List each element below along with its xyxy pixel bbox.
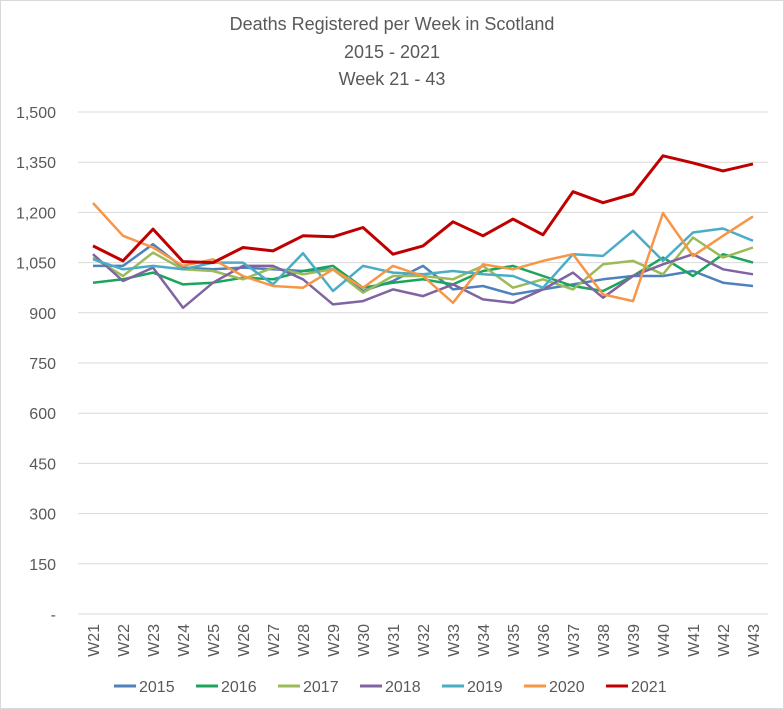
x-tick-label: W32 [416, 624, 433, 657]
chart-subtitle-years: 2015 - 2021 [343, 42, 441, 62]
x-tick-label: W30 [356, 624, 373, 657]
series-lines [92, 154, 754, 310]
y-tick-label: 150 [29, 557, 56, 574]
x-tick-label: W39 [626, 624, 643, 657]
y-tick-label: 300 [29, 507, 56, 524]
y-tick-label: 1,500 [16, 105, 56, 122]
legend: 2015 2016 2017 2018 2019 2020 2021 [114, 679, 667, 696]
y-tick-label: 1,050 [16, 256, 56, 273]
x-tick-label: W36 [536, 624, 553, 657]
series-line-2015 [93, 242, 754, 296]
y-tick-label: 900 [29, 306, 56, 323]
y-tick-label: - [51, 607, 56, 624]
legend-label-2020: 2020 [549, 679, 585, 696]
legend-label-2019: 2019 [467, 679, 503, 696]
y-axis-ticks: - 150 300 450 600 750 900 1,050 1,200 1,350 1,500 [16, 105, 56, 624]
series-line-2019 [92, 227, 754, 293]
series-line-2016 [92, 252, 754, 293]
legend-label-2016: 2016 [221, 679, 257, 696]
chart-subtitle-weeks: Week 21 - 43 [338, 69, 446, 89]
x-tick-label: W31 [386, 624, 403, 657]
x-tick-label: W38 [596, 624, 613, 657]
x-tick-label: W24 [176, 624, 193, 657]
legend-label-2015: 2015 [139, 679, 175, 696]
x-tick-label: W34 [476, 624, 493, 657]
x-tick-label: W26 [236, 624, 253, 657]
x-tick-label: W35 [506, 624, 523, 657]
gridlines [78, 111, 768, 615]
y-tick-label: 1,350 [16, 155, 56, 172]
x-tick-label: W43 [746, 624, 763, 657]
x-tick-label: W28 [296, 624, 313, 657]
x-tick-label: W27 [266, 624, 283, 657]
y-tick-label: 600 [29, 406, 56, 423]
series-line-2021 [92, 154, 754, 265]
x-tick-label: W41 [686, 624, 703, 657]
x-tick-label: W23 [146, 624, 163, 657]
x-tick-label: W42 [716, 624, 733, 657]
x-axis-ticks: W21 W22 W23 W24 W25 W26 W27 W28 W29 W30 W31 W32 W33 W… [86, 624, 763, 657]
y-tick-label: 1,200 [16, 205, 56, 222]
x-tick-label: W37 [566, 624, 583, 657]
x-tick-label: W25 [206, 624, 223, 657]
y-tick-label: 750 [29, 356, 56, 373]
x-tick-label: W33 [446, 624, 463, 657]
y-tick-label: 450 [29, 456, 56, 473]
legend-label-2021: 2021 [631, 679, 667, 696]
legend-label-2017: 2017 [303, 679, 339, 696]
x-tick-label: W22 [116, 624, 133, 657]
chart-title: Deaths Registered per Week in Scotland [229, 14, 555, 34]
x-tick-label: W29 [326, 624, 343, 657]
x-tick-label: W40 [656, 624, 673, 657]
x-tick-label: W21 [86, 624, 103, 657]
legend-label-2018: 2018 [385, 679, 421, 696]
